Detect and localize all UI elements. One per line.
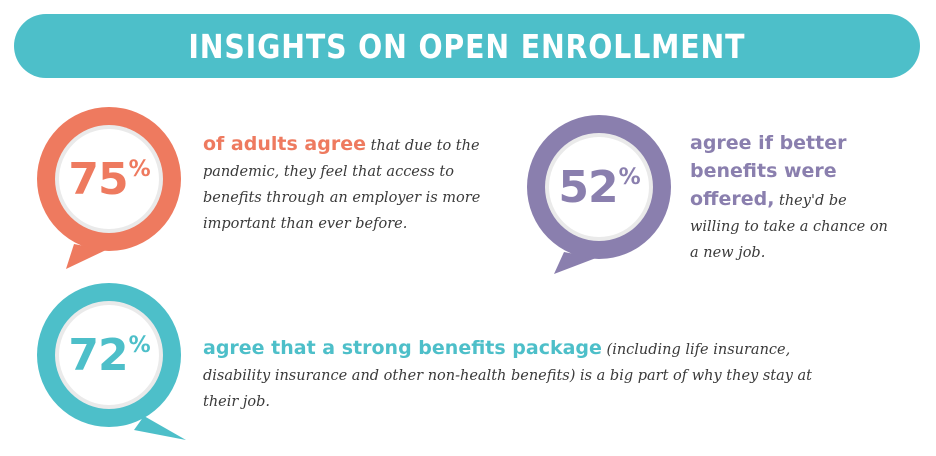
stat-body: (including life insurance, disability in…: [203, 342, 813, 410]
title-banner: INSIGHTS ON OPEN ENROLLMENT: [14, 14, 920, 78]
stat-highlight: agree if better benefits were offered,: [690, 132, 847, 210]
speech-bubble-icon: [527, 115, 671, 274]
stat-highlight: agree that a strong benefits package: [203, 337, 602, 359]
stat-highlight: of adults agree: [203, 133, 366, 155]
stat-bubble-75: 75%: [34, 104, 184, 272]
stat-description: agree if better benefits were offered, t…: [690, 130, 890, 266]
speech-bubble-icon: [37, 283, 186, 440]
stat-body: they'd be willing to take a chance on a …: [690, 193, 888, 261]
speech-bubble-icon: [37, 107, 181, 269]
stat-body: that due to the pandemic, they feel that…: [203, 138, 481, 232]
stat-description: agree that a strong benefits package (in…: [203, 335, 823, 415]
page-title: INSIGHTS ON OPEN ENROLLMENT: [188, 26, 746, 66]
stat-percent: 75%: [68, 154, 150, 205]
stat-bubble-52: 52%: [524, 112, 674, 280]
stat-bubble-72: 72%: [34, 280, 186, 448]
stat-description: of adults agree that due to the pandemic…: [203, 131, 503, 237]
stat-percent: 72%: [68, 330, 150, 381]
stat-percent: 52%: [558, 162, 640, 213]
